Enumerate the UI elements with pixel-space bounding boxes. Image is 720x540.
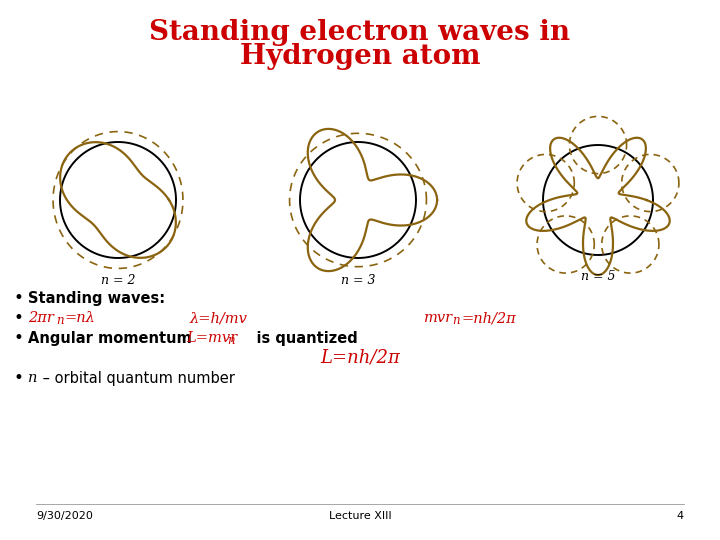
Text: 2πr: 2πr [28,311,54,325]
Text: n: n [452,314,459,327]
Text: is quantized: is quantized [236,330,358,346]
Text: Lecture XIII: Lecture XIII [329,511,391,521]
Text: n = 2: n = 2 [101,273,135,287]
Text: Standing electron waves in: Standing electron waves in [150,18,570,45]
Text: – orbital quantum number: – orbital quantum number [38,370,235,386]
Text: λ=h/mv: λ=h/mv [189,311,247,325]
Text: •: • [14,289,24,307]
Text: n = 3: n = 3 [341,273,375,287]
Text: 9/30/2020: 9/30/2020 [36,511,93,521]
Text: mvr: mvr [424,311,453,325]
Text: L=mvr: L=mvr [186,331,237,345]
Text: •: • [14,329,24,347]
Text: =nh/2π: =nh/2π [461,311,516,325]
Text: n: n [227,334,235,347]
Text: Hydrogen atom: Hydrogen atom [240,44,480,71]
Text: •: • [14,309,24,327]
Text: 4: 4 [677,511,684,521]
Text: n = 5: n = 5 [581,271,616,284]
Text: n: n [56,314,63,327]
Text: •: • [14,369,24,387]
Text: n: n [28,371,37,385]
Text: =nλ: =nλ [64,311,95,325]
Text: L=nh/2π: L=nh/2π [320,349,400,367]
Text: Standing waves:: Standing waves: [28,291,165,306]
Text: Angular momentum: Angular momentum [28,330,197,346]
